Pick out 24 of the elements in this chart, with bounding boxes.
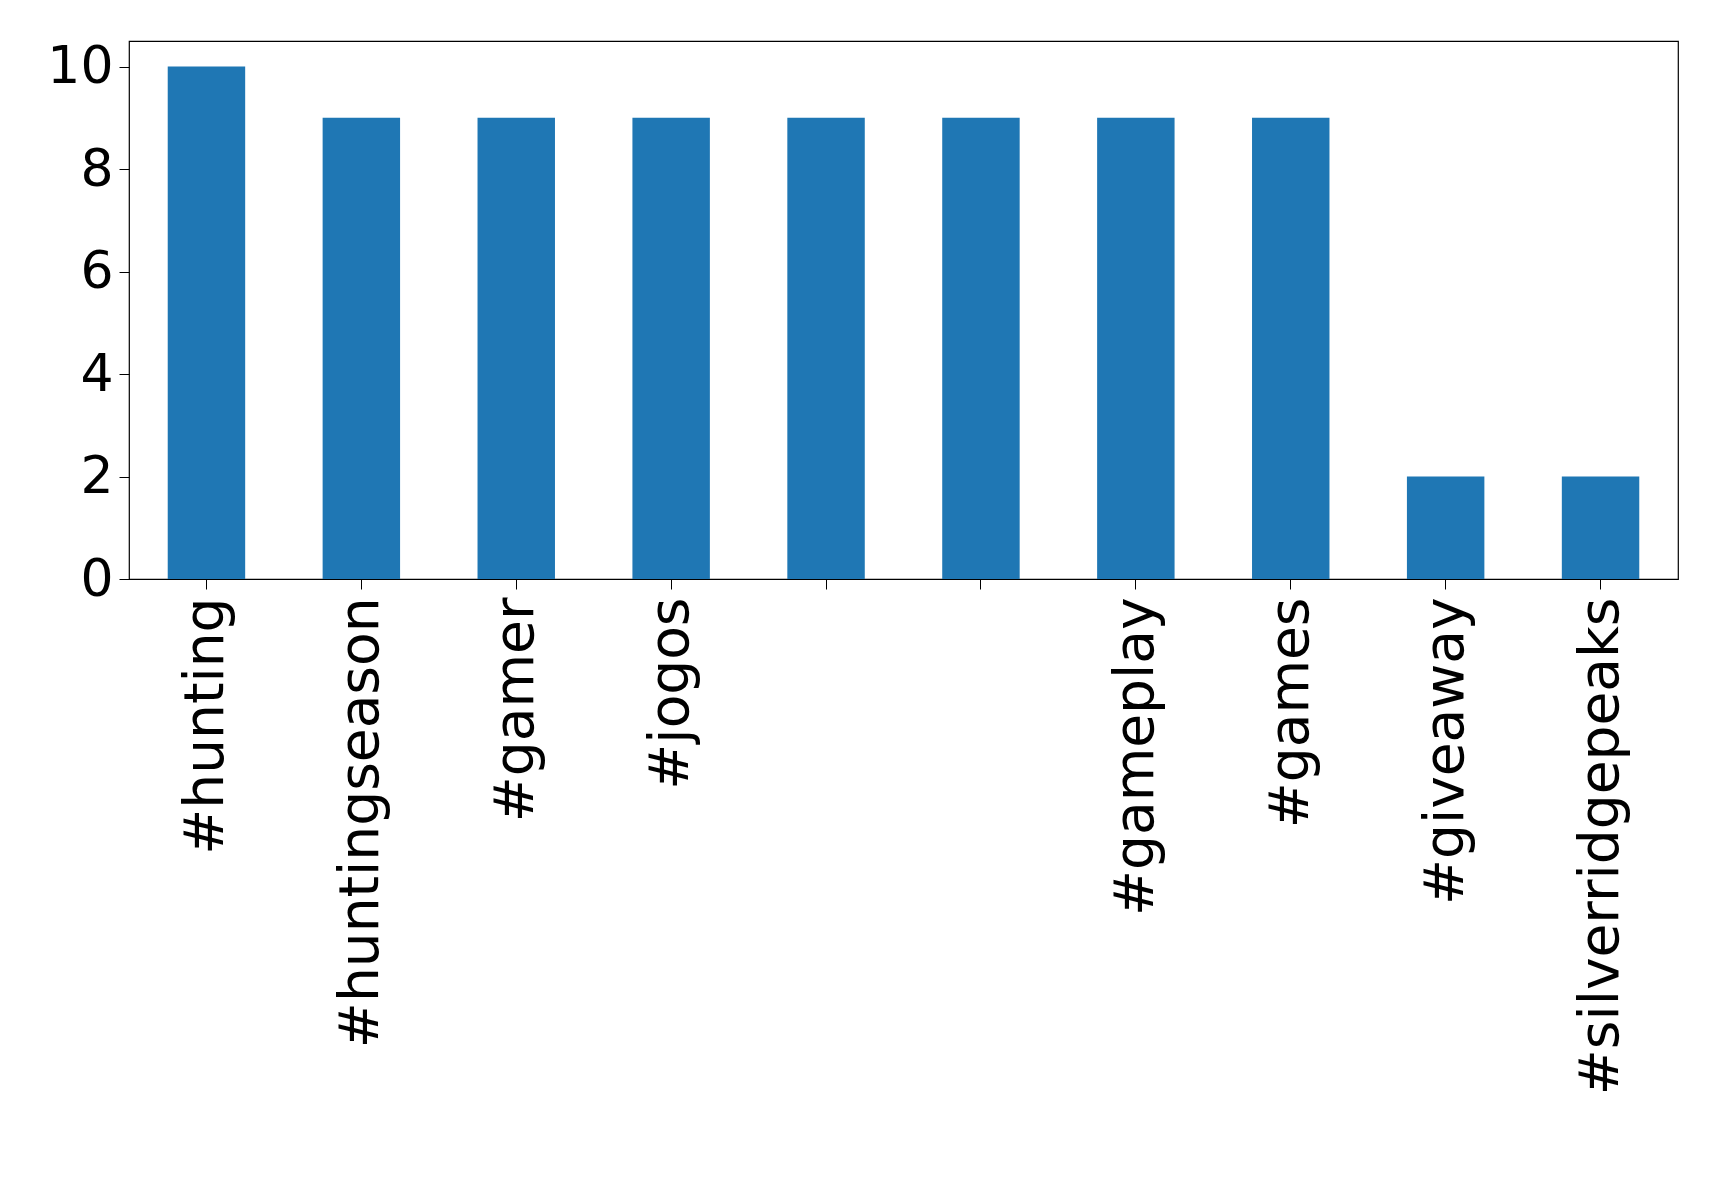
y-tick-label: 6: [80, 240, 114, 301]
x-tick-label: #giveaway: [1411, 597, 1476, 906]
y-tick-label: 4: [80, 342, 114, 403]
bar: [1097, 117, 1175, 579]
y-tick-label: 10: [47, 35, 114, 96]
x-tick-label: #games: [1256, 597, 1321, 829]
bar: [787, 117, 865, 579]
x-tick-label: #gameplay: [1101, 597, 1166, 917]
bar: [632, 117, 710, 579]
x-tick-label: #hunting: [172, 597, 237, 855]
x-tick-label: #jogos: [637, 597, 702, 790]
x-tick-label: #huntingseason: [327, 597, 392, 1049]
bar: [942, 117, 1020, 579]
bar: [477, 117, 555, 579]
y-tick-label: 2: [80, 445, 114, 506]
bar: [1561, 476, 1640, 579]
y-tick-label: 8: [80, 137, 114, 198]
y-tick-label: 0: [80, 547, 114, 608]
x-tick-label: #gamer: [482, 597, 547, 823]
bar: [167, 66, 246, 579]
bar: [1252, 117, 1330, 579]
x-tick-label: #silverridgepeaks: [1566, 597, 1631, 1096]
bar: [322, 117, 401, 579]
bar: [1406, 476, 1485, 579]
